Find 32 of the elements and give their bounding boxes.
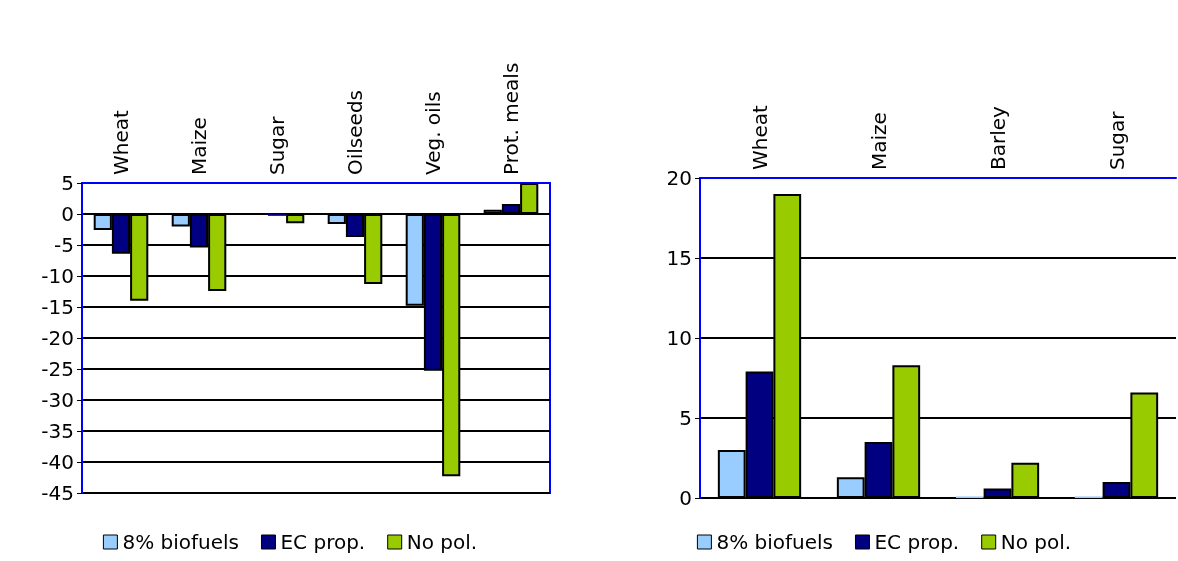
y-tick-label: -15 [41, 295, 74, 319]
legend-label: 8% biofuels [716, 530, 833, 554]
y-tick-label: 15 [666, 246, 692, 270]
y-tick-label: -40 [41, 450, 74, 474]
x-tick-label: Veg. oils [421, 91, 445, 175]
x-tick-label: Maize [866, 112, 891, 170]
x-tick-label: Wheat [109, 109, 133, 175]
x-tick-label: Barley [985, 105, 1010, 170]
x-tick-label: Sugar [265, 115, 289, 175]
y-tick-label: -25 [41, 357, 74, 381]
x-tick-label: Sugar [1104, 110, 1129, 170]
y-tick-label: -35 [41, 419, 74, 443]
y-tick-label: -5 [54, 233, 74, 257]
legend-label: No pol. [406, 530, 478, 554]
y-tick-label: 5 [679, 406, 692, 430]
y-tick-label: 5 [61, 171, 74, 195]
y-tick-label: -45 [41, 481, 74, 505]
legend-label: EC prop. [280, 530, 366, 554]
legend-label: No pol. [1000, 530, 1072, 554]
legend-label: 8% biofuels [122, 530, 239, 554]
x-tick-label: Prot. meals [499, 62, 523, 175]
x-tick-label: Oilseeds [343, 90, 367, 175]
y-tick-label: 0 [679, 486, 692, 510]
y-tick-label: 0 [61, 202, 74, 226]
y-tick-label: -20 [41, 326, 74, 350]
y-tick-label: -30 [41, 388, 74, 412]
y-tick-label: -10 [41, 264, 74, 288]
y-tick-label: 20 [666, 166, 692, 190]
y-tick-label: 10 [666, 326, 692, 350]
x-tick-label: Maize [187, 117, 211, 175]
x-tick-label: Wheat [747, 104, 772, 170]
legend-label: EC prop. [874, 530, 960, 554]
